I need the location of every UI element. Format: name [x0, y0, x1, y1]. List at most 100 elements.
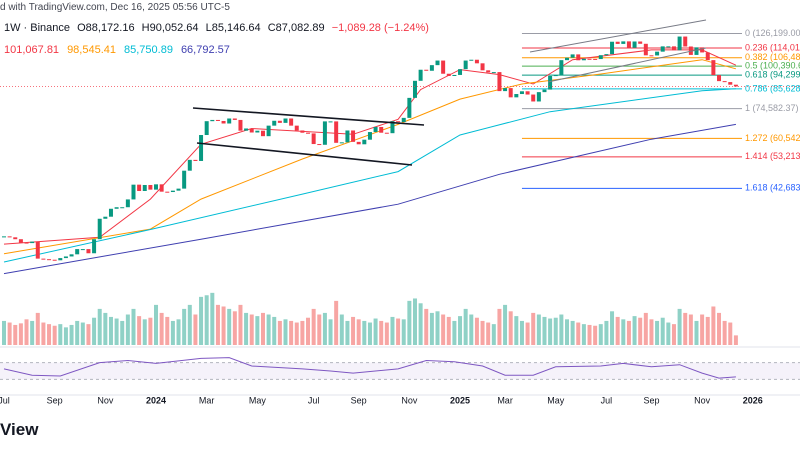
volume-bar: [182, 308, 187, 345]
volume-bar: [424, 308, 429, 345]
volume-bar: [570, 320, 575, 345]
volume-bar: [125, 314, 130, 345]
candle-body: [671, 46, 676, 51]
candle-body: [204, 121, 209, 136]
candle-body: [655, 51, 660, 56]
volume-bar: [351, 316, 356, 345]
volume-bar: [683, 312, 688, 345]
candle-body: [418, 69, 423, 81]
candle-body: [322, 121, 327, 145]
candle-body: [565, 57, 569, 61]
candle-body: [519, 91, 524, 95]
candle-body: [30, 241, 35, 244]
header-ohlc: 1W · Binance O88,172.16 H90,052.64 L85,1…: [4, 22, 433, 34]
candle-body: [412, 80, 417, 98]
candle-body: [103, 216, 108, 219]
volume-bar: [283, 319, 288, 345]
volume-bar: [227, 308, 232, 345]
volume-bar: [108, 316, 113, 345]
volume-bar: [480, 320, 485, 345]
volume-bar: [604, 320, 609, 345]
rsi-line: [3, 357, 736, 379]
volume-bar: [165, 316, 170, 345]
volume-bar: [581, 324, 586, 345]
candle-body: [666, 46, 671, 48]
volume-bar: [137, 316, 142, 345]
candle-body: [424, 69, 429, 71]
volume-bar: [401, 319, 406, 345]
x-tick-label: Nov: [401, 395, 418, 405]
volume-bar: [626, 320, 631, 345]
volume-bar: [615, 316, 620, 345]
fib-label: 1 (74,582.37): [745, 103, 799, 113]
volume-bar: [722, 320, 727, 345]
candle-body: [390, 121, 395, 134]
volume-bar: [92, 317, 97, 345]
candle-body: [260, 130, 265, 137]
candle-body: [531, 94, 536, 102]
candle-body: [35, 241, 40, 259]
volume-bar: [384, 322, 389, 345]
candle-body: [373, 126, 378, 133]
fib-label: 0.5 (100,390.6: [745, 61, 800, 71]
candle-body: [610, 41, 615, 55]
candle-body: [170, 190, 175, 193]
candle-body: [705, 52, 710, 61]
volume-bar: [463, 308, 468, 345]
candle-body: [86, 249, 91, 254]
candle-body: [69, 254, 74, 257]
candle-body: [187, 159, 192, 171]
x-tick-label: Sep: [47, 395, 63, 405]
volume-bar: [711, 306, 716, 345]
volume-bar: [379, 320, 384, 345]
candle-body: [469, 59, 474, 61]
volume-bar: [120, 320, 125, 345]
volume-bar: [643, 312, 648, 345]
candle-body: [407, 97, 412, 118]
x-tick-label: 2025: [450, 395, 470, 405]
candle-body: [587, 58, 592, 60]
volume-bar: [671, 324, 676, 345]
volume-bar: [632, 316, 637, 345]
candle-body: [227, 118, 232, 124]
x-tick-label: Jul: [601, 395, 613, 405]
candle-body: [429, 65, 434, 71]
candle-body: [559, 60, 564, 76]
volume-bar: [694, 320, 699, 345]
candle-body: [536, 92, 541, 102]
x-tick-label: Nov: [694, 395, 711, 405]
volume-bar: [733, 335, 738, 345]
channel-line: [529, 19, 707, 53]
x-tick-label: May: [249, 395, 267, 405]
candle-body: [221, 120, 226, 124]
fib-label: 1.414 (53,213.0: [745, 151, 800, 161]
ohlc-close: C87,082.89: [267, 22, 325, 34]
candle-body: [215, 119, 220, 121]
volume-bar: [441, 314, 446, 345]
volume-bar: [497, 308, 502, 345]
candle-body: [677, 36, 682, 51]
channel-line: [547, 47, 707, 83]
candle-body: [621, 41, 626, 44]
candle-body: [2, 236, 6, 238]
candle-body: [272, 120, 277, 126]
candle-body: [306, 132, 311, 134]
candle-body: [249, 128, 254, 133]
volume-bar: [148, 317, 153, 345]
candle-body: [728, 82, 733, 85]
ma-value: 66,792.57: [180, 44, 230, 56]
candle-body: [289, 118, 294, 126]
volume-bar: [610, 311, 615, 345]
candle-body: [41, 258, 46, 260]
x-tick-label: May: [547, 395, 565, 405]
volume-bar: [7, 322, 12, 345]
candle-body: [182, 170, 187, 189]
candle-body: [334, 121, 339, 143]
x-tick-label: 2024: [146, 395, 166, 405]
volume-bar: [97, 308, 102, 345]
volume-bar: [418, 303, 423, 345]
volume-bar: [260, 312, 265, 345]
candle-body: [266, 125, 271, 137]
candle-body: [463, 60, 468, 70]
